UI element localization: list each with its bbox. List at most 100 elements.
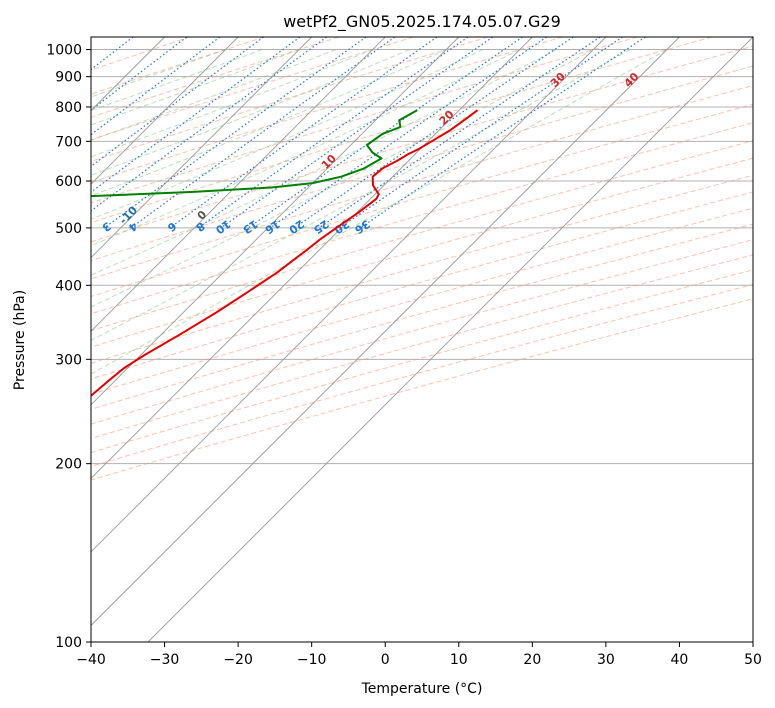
mixing-ratio-label: 1.5: [34, 216, 57, 238]
y-tick-label: 700: [55, 134, 82, 150]
mixing-ratio-label: 20: [286, 217, 306, 237]
mixing-ratio-line: [197, 37, 469, 229]
dry-adiabat-line: [91, 45, 753, 243]
dry-adiabat-line: [91, 37, 414, 141]
isotherm-line: [91, 37, 533, 479]
temperature-line: [91, 109, 479, 397]
mixing-ratio-label: 6: [165, 219, 179, 234]
dry-adiabat-line: [91, 223, 753, 410]
mixing-ratio-line: [318, 37, 601, 229]
isotherm-line: [91, 37, 680, 627]
dry-adiabat-line: [91, 37, 190, 71]
mixing-ratio-line: [294, 37, 574, 229]
isotherm-line: [91, 37, 460, 406]
dry-adiabat-line: [91, 191, 753, 380]
isotherm-line: [91, 37, 607, 553]
mixing-ratio-line: [339, 37, 623, 229]
moist-adiabat-line: [91, 49, 557, 276]
dry-adiabat-line: [91, 239, 753, 425]
mixing-ratio-lines: [0, 37, 646, 229]
y-axis-title: Pressure (hPa): [12, 290, 28, 390]
mixing-ratio-label: 16: [262, 217, 282, 237]
isotherm-label: 30: [548, 70, 568, 90]
mixing-ratio-label: 3: [99, 219, 113, 234]
y-tick-label: 100: [55, 635, 82, 651]
x-axis-ticks: −40 −30 −20 −10 0 10 20 30 40 50: [76, 642, 762, 668]
dry-adiabat-line: [91, 65, 753, 262]
x-tick-label: 20: [523, 652, 541, 668]
isotherm-label: -20: [0, 251, 20, 274]
y-tick-label: 800: [55, 100, 82, 116]
y-tick-label: 900: [55, 70, 82, 86]
moist-adiabat-line: [91, 49, 521, 247]
mixing-ratio-line: [103, 37, 367, 229]
isotherms: [91, 37, 753, 642]
moist-adiabat-line: [91, 49, 226, 98]
isotherm-line: [147, 37, 753, 642]
isotherm-line: [91, 37, 386, 332]
dry-adiabat-line: [91, 37, 265, 95]
moist-adiabat-line: [91, 49, 668, 375]
y-axis-ticks: 1000 900 800 700 600 500 400 300 200 100: [46, 43, 91, 651]
moist-adiabat-line: [91, 49, 410, 176]
dry-adiabat-line: [91, 269, 753, 454]
chart-title: wetPf2_GN05.2025.174.05.07.G29: [283, 12, 561, 32]
sounding-profiles: [91, 109, 479, 397]
y-tick-label: 200: [55, 457, 82, 473]
dry-adiabat-line: [91, 283, 753, 467]
x-tick-label: 10: [450, 652, 468, 668]
mixing-ratio-label: 1: [5, 219, 19, 234]
mixing-ratio-line: [91, 37, 328, 212]
isotherm-label: 40: [622, 70, 642, 90]
moist-adiabat-line: [91, 49, 263, 112]
mixing-ratio-line: [0, 37, 83, 228]
y-tick-label: 300: [55, 352, 82, 368]
x-tick-label: 40: [671, 652, 689, 668]
x-tick-label: 50: [744, 652, 762, 668]
mixing-ratio-label: 13: [240, 217, 260, 236]
x-tick-label: −30: [150, 652, 180, 668]
x-tick-label: −20: [223, 652, 253, 668]
y-tick-label: 600: [55, 174, 82, 190]
dry-adiabat-line: [91, 37, 712, 224]
dry-adiabat-line: [91, 157, 753, 348]
y-tick-label: 500: [55, 221, 82, 237]
dry-adiabats: [91, 37, 753, 481]
mixing-ratio-line: [91, 37, 301, 193]
isopleth-labels: 0.10.20.40.611.52346810131620253036-100-…: [0, 70, 642, 274]
x-tick-label: 30: [597, 652, 615, 668]
y-tick-label: 1000: [46, 43, 82, 59]
mixing-ratio-line: [359, 37, 646, 229]
dry-adiabat-line: [91, 84, 753, 280]
mixing-ratio-line: [91, 37, 187, 111]
plot-frame: [90, 36, 754, 643]
mixing-ratio-line: [169, 37, 438, 229]
dewpoint-line: [91, 109, 418, 212]
dry-adiabat-line: [91, 122, 753, 315]
dry-adiabat-line: [91, 37, 489, 162]
x-axis-title: Temperature (°C): [361, 681, 483, 697]
y-tick-label: 400: [55, 278, 82, 294]
mixing-ratio-label: 10: [213, 217, 233, 237]
moist-adiabat-line: [91, 49, 631, 341]
isotherm-label: -10: [117, 203, 140, 226]
pressure-gridlines: [91, 49, 753, 642]
moist-adiabat-line: [91, 49, 373, 158]
moist-adiabat-line: [91, 49, 300, 126]
x-tick-label: 0: [381, 652, 390, 668]
dry-adiabat-line: [91, 103, 753, 298]
dry-adiabat-line: [91, 140, 753, 332]
dry-adiabat-line: [91, 298, 753, 481]
mixing-ratio-line: [91, 37, 221, 136]
isotherm-label: 10: [319, 152, 339, 172]
mixing-ratio-line: [269, 37, 547, 229]
moist-adiabat-line: [91, 49, 594, 308]
x-tick-label: −40: [76, 652, 106, 668]
isotherm-line: [91, 37, 312, 259]
moist-adiabat-line: [91, 49, 447, 197]
x-tick-label: −10: [297, 652, 327, 668]
dry-adiabat-line: [91, 254, 753, 440]
moist-adiabat-line: [91, 49, 337, 141]
dry-adiabat-line: [91, 207, 753, 395]
